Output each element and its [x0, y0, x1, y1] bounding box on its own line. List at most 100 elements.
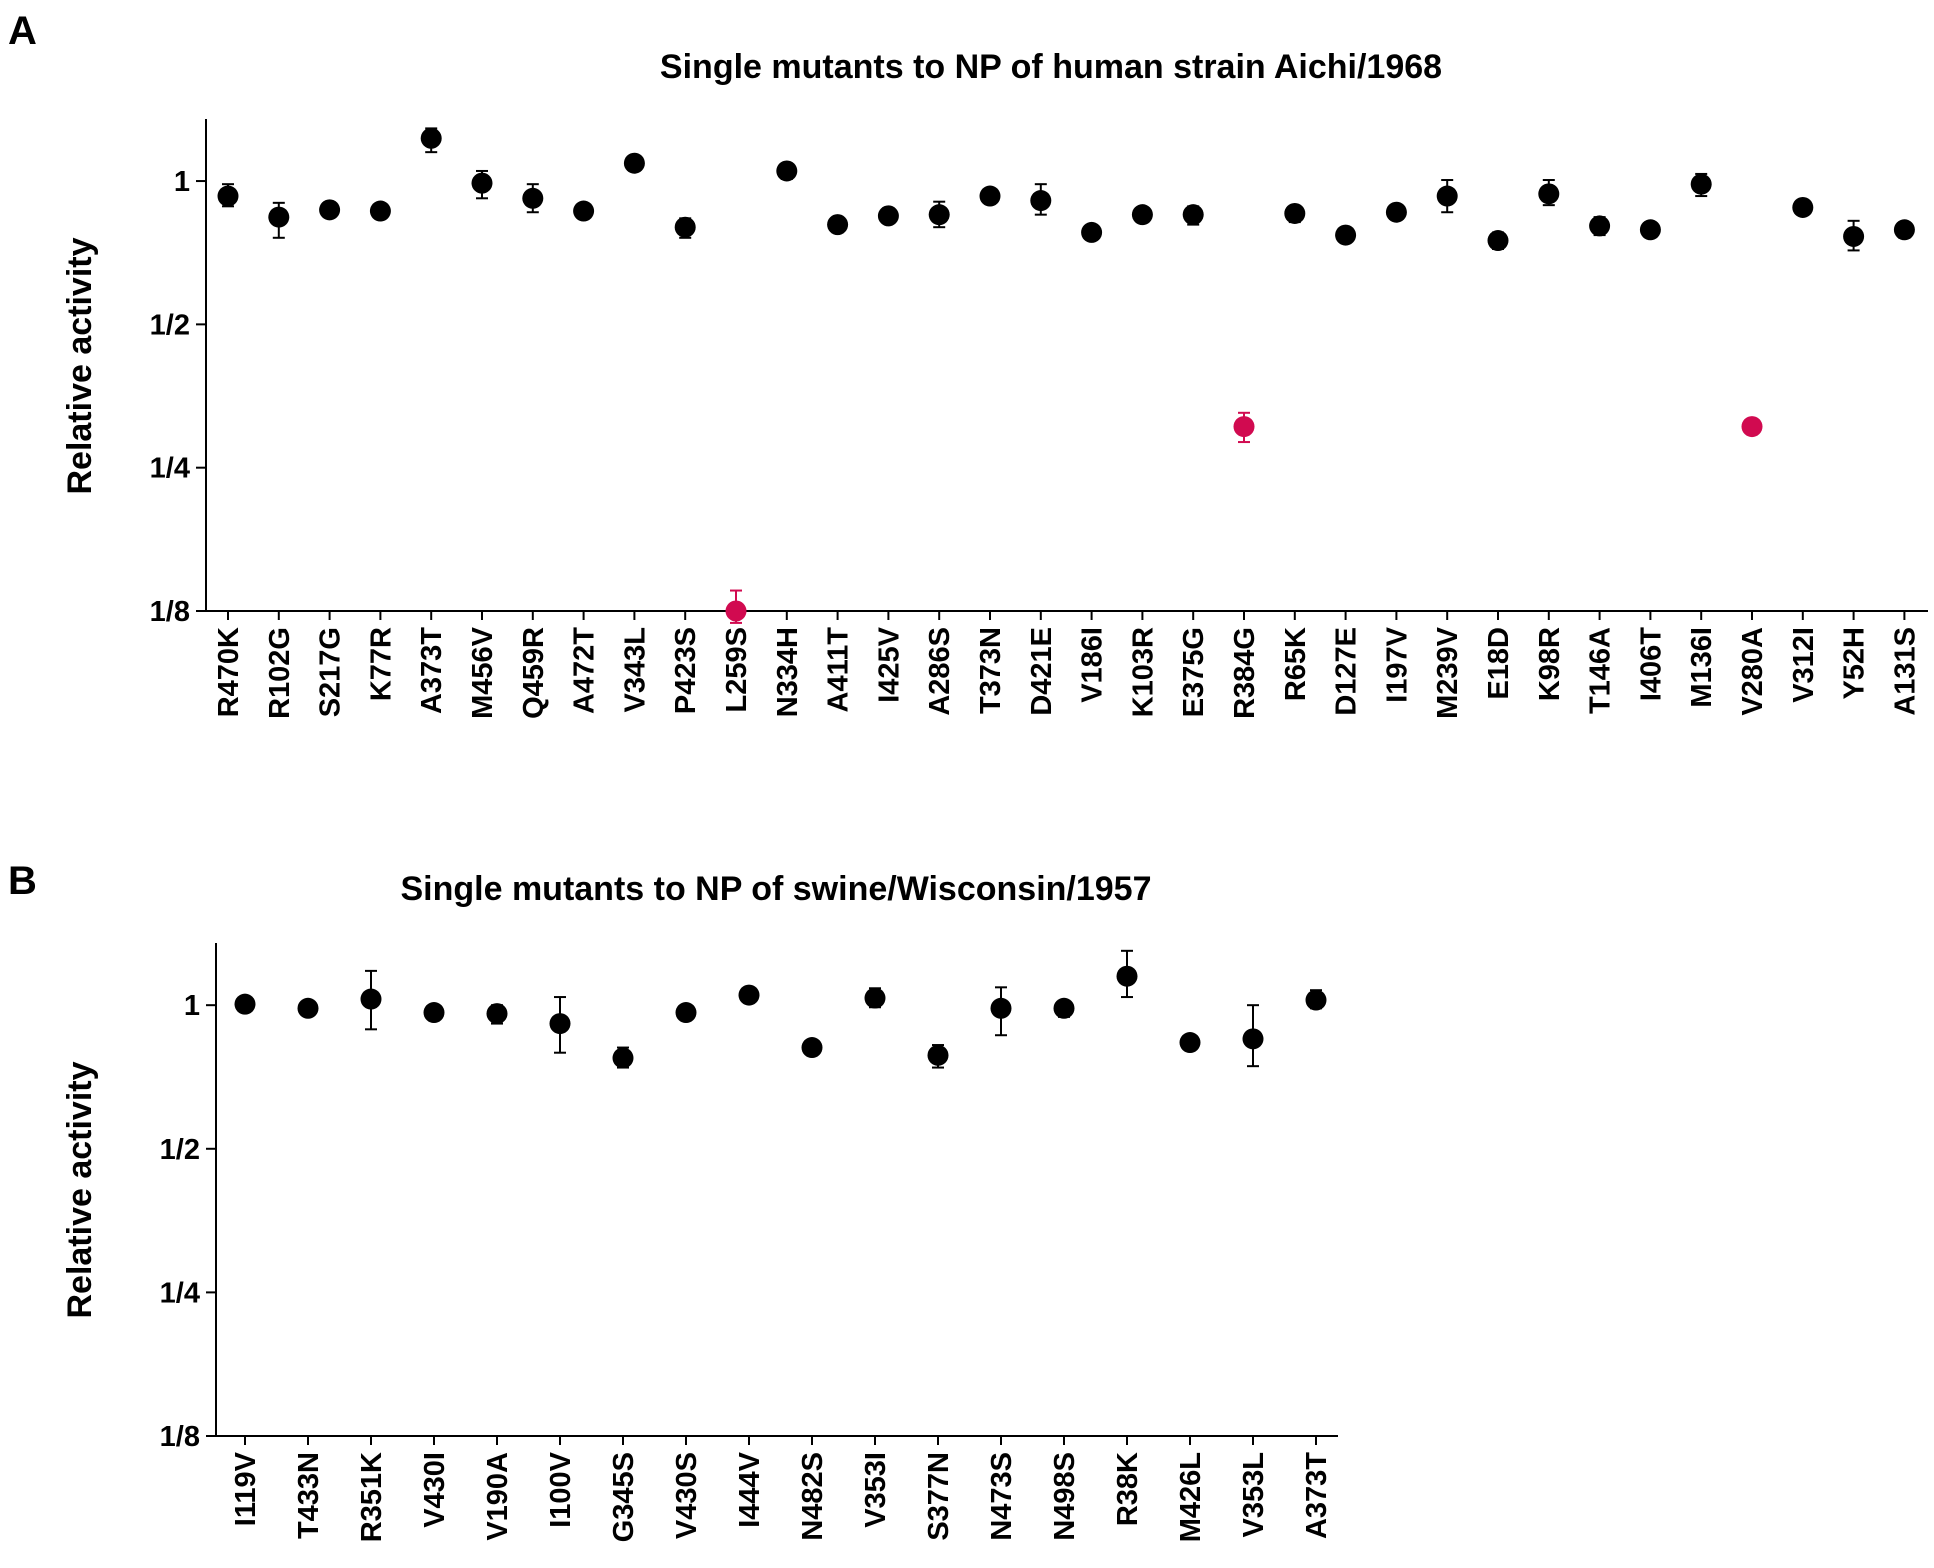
x-tick-label: L259S — [721, 627, 753, 712]
marker-r470k — [217, 185, 239, 207]
data-point — [1385, 201, 1407, 223]
marker-p423s — [674, 216, 696, 238]
data-point — [234, 993, 256, 1015]
marker-v186i — [1081, 221, 1103, 243]
panel-a: A Single mutants to NP of human strain A… — [8, 9, 1928, 719]
marker-a373t — [1305, 989, 1327, 1011]
x-tick-label: A373T — [416, 627, 448, 714]
x-tick-label: V430I — [419, 1452, 451, 1528]
x-tick-label: M136I — [1686, 627, 1718, 708]
data-point — [1233, 411, 1255, 444]
data-point — [827, 214, 849, 236]
marker-a472t — [573, 200, 595, 222]
marker-v312i — [1792, 196, 1814, 218]
data-point — [801, 1037, 823, 1059]
marker-s377n — [927, 1044, 949, 1066]
x-tick-label: I425V — [873, 626, 905, 702]
x-tick-label: R38K — [1112, 1452, 1144, 1526]
data-point — [990, 986, 1012, 1037]
marker-a131s — [1893, 219, 1915, 241]
x-tick-label: S217G — [315, 627, 347, 717]
data-point — [877, 205, 899, 227]
data-point — [486, 1003, 508, 1025]
marker-q459r — [522, 187, 544, 209]
data-point — [1436, 179, 1458, 214]
data-point — [674, 216, 696, 239]
y-tick-label: 1/4 — [160, 1277, 200, 1309]
data-point — [573, 200, 595, 222]
data-point — [1893, 219, 1915, 241]
y-tick-label: 1/8 — [150, 596, 190, 628]
marker-n334h — [776, 160, 798, 182]
data-point — [268, 201, 290, 239]
marker-k98r — [1538, 183, 1560, 205]
x-tick-label: N498S — [1049, 1452, 1081, 1541]
marker-i100v — [549, 1013, 571, 1035]
marker-i425v — [877, 205, 899, 227]
x-tick-label: K103R — [1127, 627, 1159, 717]
marker-i406t — [1639, 219, 1661, 241]
x-tick-label: Q459R — [518, 627, 550, 719]
x-tick-label: T373N — [975, 627, 1007, 714]
data-point — [297, 997, 319, 1019]
marker-v430i — [423, 1002, 445, 1024]
x-tick-label: M239V — [1432, 626, 1464, 719]
x-tick-label: I444V — [734, 1451, 766, 1527]
x-tick-label: Y52H — [1839, 627, 1871, 700]
data-point — [1487, 230, 1509, 252]
marker-r102g — [268, 206, 290, 228]
data-point — [1053, 997, 1075, 1019]
data-point — [1792, 196, 1814, 218]
x-tick-label: V353L — [1238, 1452, 1270, 1537]
y-tick-label: 1 — [184, 990, 200, 1022]
x-tick-label: V353I — [860, 1452, 892, 1528]
data-point — [979, 185, 1001, 207]
data-point — [738, 984, 760, 1006]
panel-letter-a: A — [8, 9, 37, 53]
marker-t433n — [297, 997, 319, 1019]
marker-i197v — [1385, 201, 1407, 223]
marker-m426l — [1179, 1032, 1201, 1054]
marker-m456v — [471, 172, 493, 194]
x-tick-label: K77R — [365, 627, 397, 701]
x-tick-label: E18D — [1483, 627, 1515, 700]
data-points-a — [217, 127, 1915, 624]
x-tick-label: N482S — [797, 1452, 829, 1541]
marker-r38k — [1116, 965, 1138, 987]
data-point — [549, 996, 571, 1054]
data-point — [369, 200, 391, 222]
marker-v280a — [1741, 416, 1763, 438]
marker-e18d — [1487, 230, 1509, 252]
data-point — [471, 169, 493, 200]
data-point — [1242, 1004, 1264, 1068]
x-tick-label: R102G — [264, 627, 296, 719]
x-tick-label: A286S — [924, 627, 956, 716]
data-point — [1030, 183, 1052, 216]
x-ticks-a: R470K R102G S217G K77R A373T M456V Q459R A472T V… — [213, 611, 1921, 719]
data-point — [1639, 219, 1661, 241]
panel-letter-b: B — [8, 859, 37, 903]
marker-m136i — [1690, 173, 1712, 195]
marker-n482s — [801, 1037, 823, 1059]
marker-y52h — [1843, 225, 1865, 247]
y-axis-label-a: Relative activity — [61, 237, 99, 494]
data-point — [623, 152, 645, 174]
data-point — [360, 969, 382, 1031]
x-tick-label: T433N — [293, 1452, 325, 1539]
marker-k77r — [369, 200, 391, 222]
x-tick-label: A373T — [1301, 1452, 1333, 1539]
chart-title-b: Single mutants to NP of swine/Wisconsin/… — [400, 870, 1151, 908]
marker-m239v — [1436, 185, 1458, 207]
y-axis-label-b: Relative activity — [61, 1061, 99, 1318]
x-tick-label: M426L — [1175, 1452, 1207, 1542]
x-tick-label: S377N — [923, 1452, 955, 1541]
x-tick-label: A411T — [823, 627, 855, 713]
marker-k103r — [1131, 204, 1153, 226]
y-ticks-b: 1 1/2 1/4 1/8 — [160, 990, 216, 1453]
data-point — [1305, 989, 1327, 1011]
data-point — [1843, 219, 1865, 252]
y-tick-label: 1/4 — [150, 453, 190, 485]
data-point — [423, 1002, 445, 1024]
y-tick-label: 1/8 — [160, 1421, 200, 1453]
